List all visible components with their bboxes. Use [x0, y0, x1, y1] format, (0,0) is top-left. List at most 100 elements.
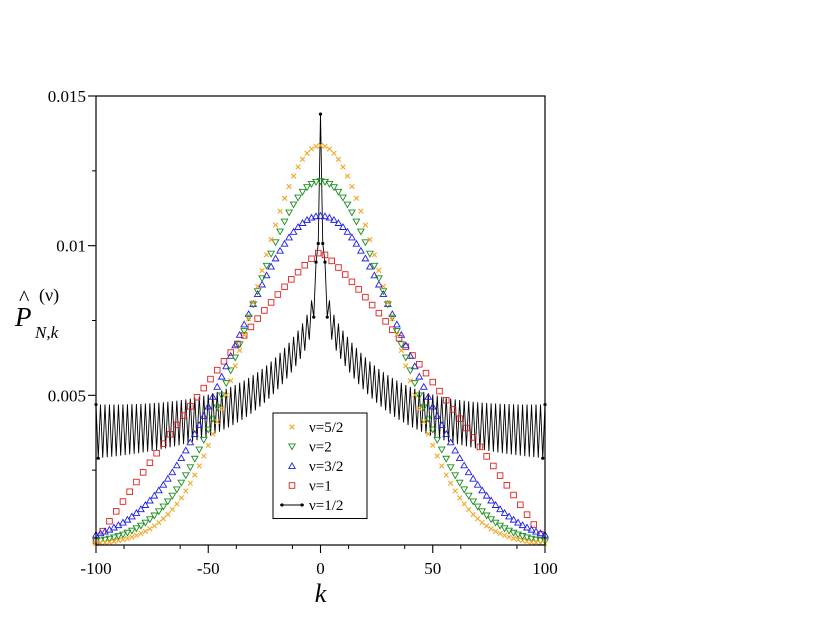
data-point: [112, 508, 120, 515]
data-point: [410, 362, 419, 370]
data-point: [187, 403, 194, 410]
data-point: [193, 393, 201, 401]
data-point: [451, 446, 460, 454]
data-point: [334, 188, 343, 196]
data-point: [308, 146, 315, 152]
data-point: [236, 347, 243, 354]
data-point: [419, 382, 428, 390]
data-point: [335, 264, 342, 271]
data-point: [190, 429, 199, 437]
data-point: [294, 222, 303, 230]
data-point: [385, 299, 391, 306]
data-point: [347, 209, 356, 217]
data-point: [192, 472, 198, 478]
data-point: [132, 525, 141, 533]
legend-marker: [300, 503, 304, 507]
data-point: [491, 500, 500, 508]
data-point: [166, 431, 174, 438]
data-point: [106, 517, 113, 525]
data-point: [276, 246, 285, 254]
data-point: [528, 539, 535, 545]
data-point: [442, 429, 451, 437]
series-4: [94, 112, 547, 460]
data-point: [469, 474, 478, 482]
data-point: [214, 418, 220, 425]
data-point: [298, 188, 307, 196]
data-point: [186, 438, 195, 446]
data-point: [349, 183, 355, 190]
data-point: [213, 366, 221, 374]
data-point: [226, 367, 235, 375]
data-point: [365, 250, 374, 258]
data-point: [274, 291, 282, 298]
data-point: [367, 236, 373, 243]
data-point: [267, 250, 276, 258]
data-point: [436, 387, 443, 395]
data-point: [285, 209, 294, 217]
data-point: [482, 491, 491, 499]
data-point: [449, 406, 457, 413]
data-point: [127, 512, 136, 520]
data-point: [424, 415, 433, 423]
y-axis-title-subscript: N,k: [34, 323, 59, 342]
data-point: [329, 215, 338, 223]
data-point: [253, 290, 262, 298]
data-point: [294, 194, 303, 202]
data-point: [281, 283, 288, 291]
data-point: [416, 406, 422, 412]
data-point: [114, 533, 123, 541]
data-point: [448, 480, 454, 487]
data-point: [474, 516, 481, 522]
data-point: [195, 421, 204, 429]
data-point: [446, 438, 455, 446]
data-point: [141, 519, 150, 527]
data-point: [146, 459, 154, 467]
data-point: [190, 455, 199, 463]
data-point: [379, 290, 388, 298]
y-axis-title-letter: P: [14, 302, 32, 332]
data-point: [463, 424, 470, 432]
data-point: [361, 254, 370, 262]
legend-label: ν=1: [309, 479, 332, 495]
data-point: [115, 537, 122, 544]
data-point: [331, 150, 337, 156]
data-point: [473, 503, 482, 511]
data-point: [419, 404, 428, 412]
data-point: [422, 369, 430, 377]
data-point: [150, 512, 159, 520]
data-point: [106, 539, 113, 545]
data-point: [430, 442, 436, 449]
data-point: [160, 440, 167, 447]
x-axis-title: k: [315, 579, 327, 608]
data-point: [312, 212, 320, 220]
x-tick-label: -100: [80, 559, 111, 578]
data-point: [213, 382, 222, 390]
data-point: [437, 421, 446, 429]
data-point: [159, 480, 168, 488]
data-point: [347, 233, 356, 241]
data-point: [240, 328, 249, 336]
data-point: [312, 178, 320, 186]
data-point: [165, 511, 171, 518]
data-point: [133, 532, 140, 539]
data-point: [127, 527, 136, 535]
data-point: [530, 521, 538, 528]
data-point: [244, 314, 253, 322]
data-point: [101, 536, 109, 544]
data-point: [358, 208, 364, 214]
data-point: [455, 479, 464, 487]
data-point: [492, 528, 499, 535]
data-point: [374, 275, 383, 283]
data-point: [469, 498, 478, 506]
data-point: [532, 536, 540, 544]
data-point: [410, 380, 419, 388]
data-point: [407, 378, 413, 384]
data-point: [452, 488, 458, 494]
data-point: [465, 506, 472, 513]
data-point: [316, 178, 325, 186]
data-point: [281, 195, 288, 202]
data-point: [247, 323, 255, 331]
data-point: [235, 330, 244, 338]
data-point: [532, 527, 540, 535]
data-point: [482, 512, 491, 520]
